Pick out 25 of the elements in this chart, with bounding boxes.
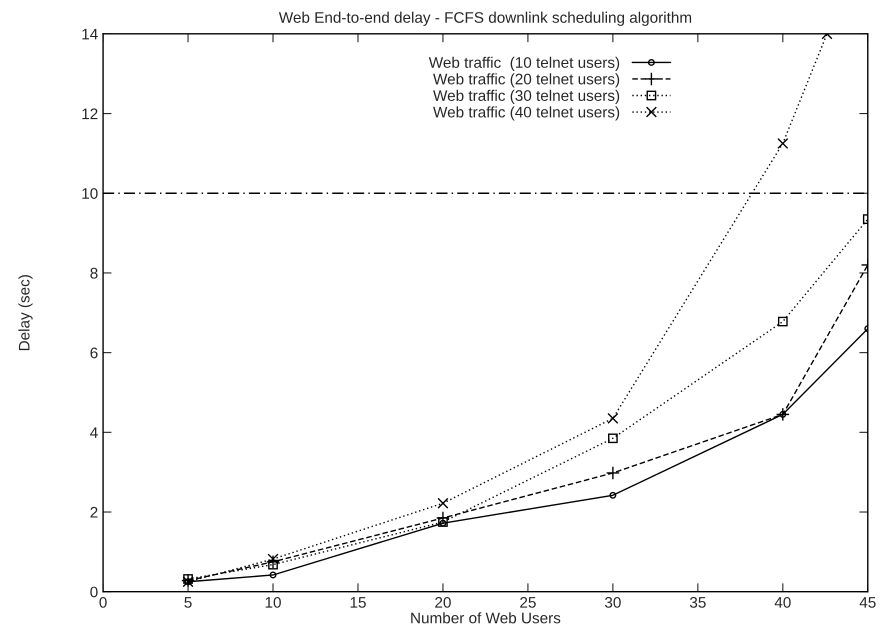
y-tick-label: 8 bbox=[90, 268, 98, 279]
y-tick-label: 2 bbox=[90, 506, 98, 518]
legend-label: Web traffic (40 telnet users) bbox=[433, 106, 620, 121]
x-tick-label: 45 bbox=[860, 597, 876, 608]
x-tick-label: 5 bbox=[184, 597, 192, 608]
y-tick-label: 0 bbox=[90, 586, 98, 598]
x-tick-label: 25 bbox=[520, 596, 536, 608]
legend-label: Web traffic (20 telnet users) bbox=[433, 73, 620, 88]
y-axis-title: Delay (sec) bbox=[18, 275, 33, 350]
x-tick-label: 30 bbox=[604, 596, 621, 608]
x-tick-label: 20 bbox=[435, 596, 451, 608]
x-axis-title: Number of Web Users bbox=[411, 612, 560, 624]
legend-label: Web traffic (30 telnet users) bbox=[433, 90, 620, 104]
y-tick-label: 10 bbox=[82, 188, 98, 199]
x-tick-label: 10 bbox=[266, 596, 281, 608]
y-tick-label: 6 bbox=[90, 348, 98, 358]
x-tick-label: 15 bbox=[350, 597, 366, 608]
legend-label: Web traffic (10 telnet users) bbox=[428, 56, 620, 71]
x-tick-label: 0 bbox=[99, 596, 107, 608]
y-tick-label: 4 bbox=[90, 427, 98, 438]
y-tick-label: 14 bbox=[82, 28, 98, 40]
x-tick-label: 40 bbox=[774, 596, 791, 608]
y-tick-label: 12 bbox=[82, 108, 98, 120]
chart-title: Web End-to-end delay - FCFS downlink scheduling algorithm bbox=[278, 12, 692, 26]
x-tick-label: 35 bbox=[690, 596, 706, 608]
